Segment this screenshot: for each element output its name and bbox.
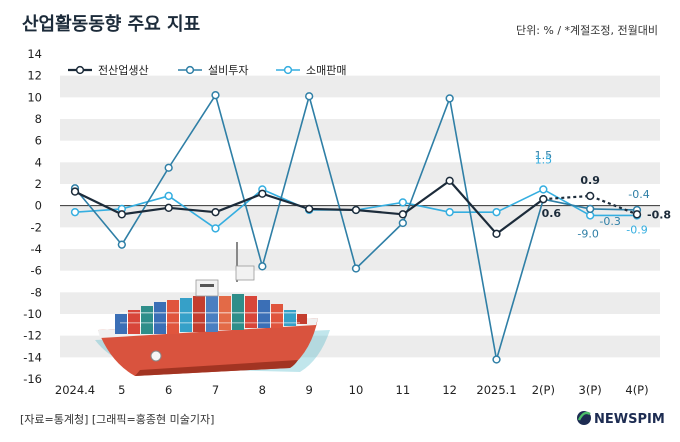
y-tick-label: -6 — [31, 264, 42, 278]
legend-swatch-marker — [75, 65, 85, 75]
data-point-production — [305, 204, 314, 214]
data-point-production — [398, 210, 407, 219]
data-label: 0.9 — [580, 174, 600, 187]
brand-logo: NEWSPIM — [577, 411, 665, 427]
y-tick-label: 0 — [35, 199, 42, 213]
data-point-investment — [492, 355, 501, 364]
x-tick-label: 5 — [118, 383, 125, 397]
y-tick-label: -14 — [23, 350, 42, 364]
unit-note: 단위: % / *계절조정, 전월대비 — [516, 24, 658, 37]
y-tick-label: -4 — [31, 242, 42, 256]
x-tick-label: 2025.1 — [476, 383, 516, 397]
grid-band — [60, 249, 660, 271]
data-point-investment — [351, 264, 361, 273]
data-label: -9.0 — [577, 227, 598, 240]
data-point-retail — [398, 198, 407, 207]
data-point-production — [258, 189, 267, 198]
data-point-production — [351, 205, 361, 215]
data-point-production — [164, 203, 173, 212]
grid-band — [60, 119, 660, 141]
data-point-retail — [211, 224, 220, 233]
data-point-investment — [117, 240, 126, 249]
data-point-production — [586, 191, 595, 201]
legend-label-investment: 설비투자 — [208, 64, 248, 77]
data-point-retail — [70, 208, 80, 217]
y-tick-label: 12 — [27, 69, 42, 83]
data-labels: 1.51.5 0.6 0.9 -0.3-9.0 -0.4 -0.8-0.9 — [535, 149, 671, 240]
data-point-investment — [164, 163, 173, 172]
container-ship-illustration — [95, 242, 330, 376]
y-tick-label: -12 — [23, 329, 42, 343]
data-label: -0.9 — [626, 223, 647, 236]
series-line-dashed-production — [543, 194, 638, 216]
data-point-retail — [539, 185, 548, 194]
series-layer — [70, 91, 642, 364]
legend-swatch-marker — [185, 65, 195, 75]
grid-band — [60, 75, 660, 98]
data-label: 0.6 — [542, 207, 562, 220]
y-tick-label: 2 — [35, 177, 42, 191]
data-point-production — [70, 187, 80, 196]
x-tick-label: 7 — [212, 383, 219, 397]
y-tick-label: 4 — [35, 155, 42, 169]
chart-title: 산업활동동향 주요 지표 — [22, 14, 200, 35]
data-point-production — [539, 195, 548, 204]
data-point-investment — [305, 92, 314, 101]
x-tick-label: 6 — [165, 383, 172, 397]
data-point-investment — [445, 94, 454, 103]
data-point-retail — [164, 191, 173, 201]
x-tick-label: 3(P) — [579, 383, 602, 397]
data-label: 1.5 — [535, 149, 553, 162]
x-tick-label: 2(P) — [532, 383, 555, 397]
data-point-investment — [586, 204, 595, 214]
data-point-production — [492, 229, 501, 238]
y-tick-label: -8 — [31, 285, 42, 299]
legend-label-production: 전산업생산 — [98, 64, 149, 77]
brand-mark-icon — [577, 411, 591, 425]
data-label: -0.8 — [647, 208, 671, 221]
legend-label-retail: 소매판매 — [306, 64, 346, 77]
x-tick-label: 8 — [259, 383, 266, 397]
x-tick-label: 11 — [396, 383, 411, 397]
y-tick-label: -10 — [23, 307, 42, 321]
data-point-retail — [492, 208, 501, 217]
data-point-investment — [211, 91, 220, 100]
brand-name: NEWSPIM — [594, 412, 665, 427]
y-tick-label: 14 — [27, 47, 42, 61]
x-axis: 2024.4 5 6 7 8 9 10 11 12 2025.1 2(P) 3(P) 4(P) — [55, 383, 649, 397]
data-point-production — [632, 210, 642, 219]
data-point-production — [445, 176, 454, 185]
legend: 전산업생산 설비투자 소매판매 — [68, 64, 346, 77]
y-axis: 14 12 10 8 6 4 2 0 -2 -4 -6 -8 -10 -12 -14 -16 — [23, 47, 660, 386]
data-point-investment — [398, 218, 407, 228]
data-label: -0.4 — [628, 188, 649, 201]
y-tick-label: -2 — [31, 220, 42, 234]
x-tick-label: 4(P) — [625, 383, 648, 397]
data-label: 1.5 — [535, 153, 553, 166]
data-label: -0.3 — [599, 215, 620, 228]
series-production — [70, 176, 642, 238]
source-credit: [자료=통계청] [그래픽=홍종현 미술기자] — [20, 412, 214, 426]
y-tick-label: 10 — [27, 90, 42, 104]
x-tick-label: 9 — [306, 383, 313, 397]
y-tick-label: 8 — [35, 112, 42, 126]
grid-band — [60, 162, 660, 184]
x-tick-label: 12 — [442, 383, 457, 397]
x-tick-label: 10 — [349, 383, 364, 397]
y-tick-label: -16 — [23, 372, 42, 386]
data-point-investment — [258, 262, 267, 271]
legend-swatch-marker — [283, 65, 293, 75]
x-tick-label: 2024.4 — [55, 383, 95, 397]
data-point-production — [117, 210, 126, 219]
data-point-production — [211, 208, 220, 217]
y-tick-label: 6 — [35, 134, 42, 148]
data-point-retail — [445, 208, 454, 217]
